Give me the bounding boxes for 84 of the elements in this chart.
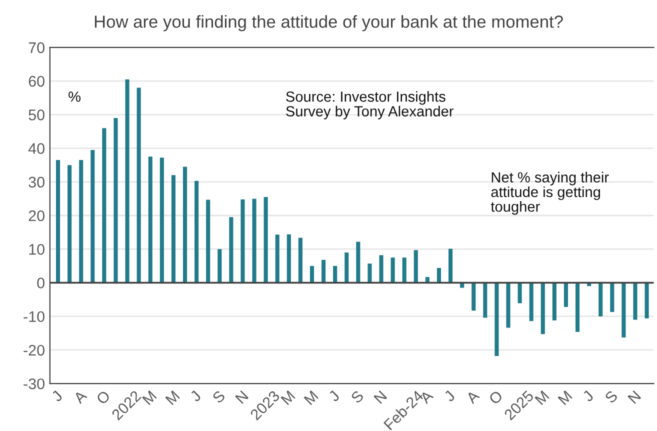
x-tick-label: A <box>72 390 88 404</box>
bar <box>310 266 314 283</box>
y-tick-label: 70 <box>28 42 44 54</box>
bar <box>483 282 488 318</box>
x-tick-label: S <box>350 390 364 404</box>
x-tick-label: M <box>280 390 296 406</box>
bar <box>68 165 72 283</box>
x-tick-label: S <box>212 390 226 404</box>
x-tick-label: A <box>465 390 480 404</box>
annotation: Net % saying their attitude is getting tougher <box>490 172 609 215</box>
bar <box>160 158 164 283</box>
x-tick-label: M <box>165 390 180 406</box>
y-tick-label: 20 <box>28 210 44 222</box>
x-tick-label: M <box>142 390 157 406</box>
x-tick-label: O <box>488 390 504 405</box>
y-tick-label: 10 <box>29 244 44 255</box>
y-tick-label: 0 <box>37 278 44 288</box>
bar <box>114 118 118 283</box>
annotation: Source: Investor Insights Survey by Tony Alexander <box>286 91 454 120</box>
bar <box>576 282 580 332</box>
bar <box>598 282 603 316</box>
y-tick-label: -10 <box>24 311 44 322</box>
bar <box>414 250 418 283</box>
bar <box>252 198 256 283</box>
bar <box>182 166 188 283</box>
x-tick-label: J <box>443 390 456 402</box>
y-tick-label: 30 <box>28 176 44 188</box>
bar <box>194 180 199 283</box>
bar <box>622 282 626 338</box>
bar <box>102 128 106 283</box>
bar <box>148 156 152 283</box>
bar <box>633 282 638 320</box>
bar <box>275 234 280 283</box>
x-tick-label: N <box>628 390 642 404</box>
bar <box>90 150 95 283</box>
bar <box>402 258 406 283</box>
bar <box>125 79 130 283</box>
bar <box>644 282 649 318</box>
bar <box>448 248 453 283</box>
bar <box>564 282 568 307</box>
bar <box>136 88 141 283</box>
bar <box>518 282 522 304</box>
x-tick-label: M <box>304 390 318 406</box>
x-tick-label: J <box>582 390 594 402</box>
bar <box>229 217 234 283</box>
bar <box>333 266 338 283</box>
bar <box>552 282 556 320</box>
y-tick-label: 50 <box>28 110 44 120</box>
annotation: % <box>68 92 80 102</box>
bar <box>506 282 510 328</box>
y-tick-label: -30 <box>24 378 44 390</box>
x-tick-label: O <box>96 390 111 405</box>
bar <box>472 282 476 311</box>
bar <box>206 200 210 283</box>
x-tick-label: J <box>189 390 202 402</box>
bar <box>286 234 291 283</box>
x-tick-label: M <box>534 390 550 406</box>
bar <box>322 260 326 283</box>
bar <box>56 160 60 283</box>
bar <box>79 160 84 283</box>
bar <box>610 282 614 312</box>
bar <box>298 238 302 283</box>
chart-title: How are you finding the attitude of your bank at the moment? <box>94 15 563 32</box>
x-tick-label: N <box>235 390 249 404</box>
bar <box>264 197 268 283</box>
y-tick-label: 40 <box>28 143 44 154</box>
y-tick-label: 60 <box>28 76 44 87</box>
bar <box>379 255 384 283</box>
x-tick-label: S <box>604 390 618 404</box>
x-tick-label: J <box>328 390 340 402</box>
bar <box>540 282 545 334</box>
bar <box>368 264 372 283</box>
bar <box>356 242 360 283</box>
x-tick-label: J <box>50 390 63 402</box>
y-tick-label: -20 <box>24 344 44 356</box>
bar <box>344 252 349 283</box>
bar <box>390 258 395 283</box>
bar <box>171 175 176 283</box>
x-tick-label: M <box>558 390 572 406</box>
bar <box>218 249 222 283</box>
bar <box>529 282 534 322</box>
bar <box>436 268 442 283</box>
bar <box>494 282 499 356</box>
bar <box>240 199 245 283</box>
